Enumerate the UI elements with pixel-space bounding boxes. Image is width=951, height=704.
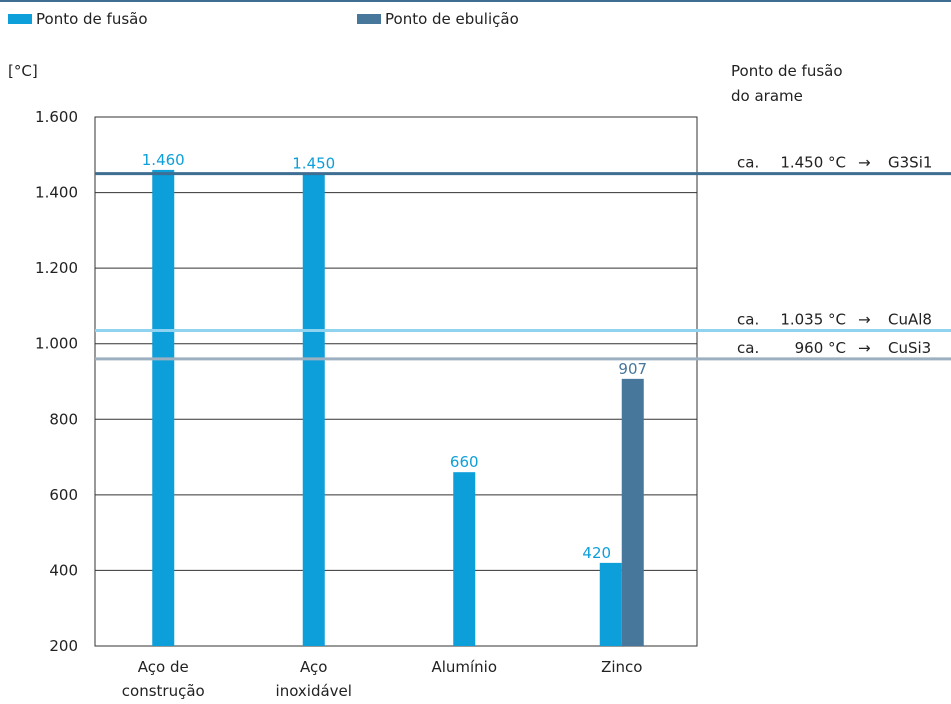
legend-label-2: Ponto de ebulição xyxy=(385,10,519,28)
reference-prefix: ca. xyxy=(737,310,759,328)
x-tick-label: Aço de xyxy=(138,658,189,676)
bar-fusao xyxy=(302,173,325,646)
x-tick-label: inoxidável xyxy=(276,682,352,700)
reference-value: 1.450 °C xyxy=(780,154,846,172)
reference-arrow: → xyxy=(858,339,871,357)
data-label: 1.450 xyxy=(292,155,335,173)
reference-value: 1.035 °C xyxy=(780,310,846,328)
reference-prefix: ca. xyxy=(737,154,759,172)
y-tick-label: 1.400 xyxy=(35,184,78,202)
reference-wire: CuAl8 xyxy=(888,310,932,328)
x-tick-label: Aço xyxy=(300,658,327,676)
y-tick-label: 800 xyxy=(49,410,78,428)
y-tick-label: 1.200 xyxy=(35,259,78,277)
y-tick-label: 400 xyxy=(49,561,78,579)
y-axis-label: [°C] xyxy=(8,62,38,80)
reference-heading: do arame xyxy=(731,87,803,105)
y-tick-label: 200 xyxy=(49,637,78,655)
reference-wire: CuSi3 xyxy=(888,339,931,357)
legend-swatch-1 xyxy=(8,14,32,24)
data-label: 660 xyxy=(450,453,479,471)
reference-arrow: → xyxy=(858,310,871,328)
y-tick-label: 1.600 xyxy=(35,108,78,126)
reference-value: 960 °C xyxy=(795,339,846,357)
reference-arrow: → xyxy=(858,154,871,172)
legend-label-1: Ponto de fusão xyxy=(36,10,148,28)
reference-heading: Ponto de fusão xyxy=(731,62,843,80)
data-label: 420 xyxy=(582,544,611,562)
reference-prefix: ca. xyxy=(737,339,759,357)
legend-swatch-2 xyxy=(357,14,381,24)
y-tick-label: 600 xyxy=(49,486,78,504)
x-tick-label: Alumínio xyxy=(431,658,497,676)
bar-fusao xyxy=(599,562,622,646)
bar-fusao xyxy=(453,472,476,646)
reference-wire: G3Si1 xyxy=(888,154,932,172)
data-label: 1.460 xyxy=(142,151,185,169)
plot-frame xyxy=(94,116,698,647)
data-label: 907 xyxy=(618,360,647,378)
x-tick-label: construção xyxy=(122,682,205,700)
bar-fusao xyxy=(152,169,175,646)
x-tick-label: Zinco xyxy=(601,658,642,676)
bar-ebulicao xyxy=(621,378,644,646)
y-tick-label: 1.000 xyxy=(35,335,78,353)
